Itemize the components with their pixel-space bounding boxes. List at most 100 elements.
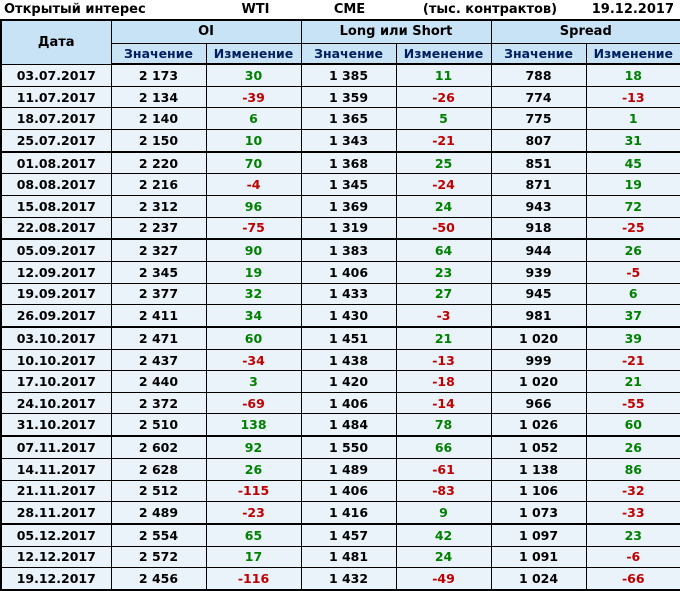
oi-change-cell: -4 — [205, 173, 302, 196]
spread-change-cell: -6 — [585, 545, 680, 569]
table-row: 01.08.2017 2 220 70 1 368 25 851 45 — [0, 150, 680, 175]
spread-change-cell: -32 — [585, 479, 680, 503]
spread-change-cell: -21 — [585, 348, 680, 372]
date-cell: 10.10.2017 — [0, 348, 112, 372]
table-row: 11.07.2017 2 134 -39 1 359 -26 774 -13 — [0, 85, 680, 109]
spread-change-cell: 6 — [585, 282, 680, 306]
oi-change-cell: 32 — [205, 282, 302, 306]
ls-change-cell: 9 — [395, 501, 492, 525]
oi-value-cell: 2 456 — [110, 567, 207, 591]
oi-change-cell: -23 — [205, 501, 302, 525]
title-bar: Открытый интерес WTI CME (тыс. контракто… — [0, 0, 680, 19]
ls-value-cell: 1 319 — [300, 216, 397, 240]
ls-value-cell: 1 385 — [300, 63, 397, 87]
oi-change-cell: -116 — [205, 567, 302, 591]
spread-value-cell: 1 052 — [490, 435, 587, 459]
ls-value-cell: 1 383 — [300, 238, 397, 263]
date-cell: 22.08.2017 — [0, 216, 112, 240]
spread-value-cell: 966 — [490, 391, 587, 415]
spread-change-cell: 21 — [585, 370, 680, 393]
table-row: 14.11.2017 2 628 26 1 489 -61 1 138 86 — [0, 457, 680, 481]
oi-change-cell: 60 — [205, 325, 302, 350]
table-row: 03.10.2017 2 471 60 1 451 21 1 020 39 — [0, 325, 680, 350]
group-header-spread: Spread — [490, 19, 680, 44]
ls-value-cell: 1 406 — [300, 261, 397, 284]
oi-value-cell: 2 510 — [110, 413, 207, 437]
ls-value-cell: 1 489 — [300, 457, 397, 481]
spread-change-cell: -5 — [585, 261, 680, 284]
oi-value-cell: 2 220 — [110, 150, 207, 175]
ls-change-cell: -14 — [395, 391, 492, 415]
spread-value-cell: 1 138 — [490, 457, 587, 481]
date-cell: 28.11.2017 — [0, 501, 112, 525]
oi-value-cell: 2 150 — [110, 128, 207, 153]
spread-value-cell: 1 024 — [490, 567, 587, 591]
oi-value-cell: 2 345 — [110, 261, 207, 284]
oi-change-cell: -75 — [205, 216, 302, 240]
spread-value-cell: 945 — [490, 282, 587, 306]
spread-value-cell: 944 — [490, 238, 587, 263]
date-cell: 18.07.2017 — [0, 107, 112, 130]
spread-change-cell: 26 — [585, 238, 680, 263]
table-row: 25.07.2017 2 150 10 1 343 -21 807 31 — [0, 128, 680, 153]
table-row: 03.07.2017 2 173 30 1 385 11 788 18 — [0, 63, 680, 87]
ls-value-cell: 1 365 — [300, 107, 397, 130]
ls-change-header: Изменение — [395, 42, 492, 65]
spread-change-cell: 72 — [585, 194, 680, 218]
date-cell: 24.10.2017 — [0, 391, 112, 415]
table-row: 21.11.2017 2 512 -115 1 406 -83 1 106 -32 — [0, 479, 680, 503]
table-row: 19.12.2017 2 456 -116 1 432 -49 1 024 -66 — [0, 567, 680, 591]
table-row: 05.12.2017 2 554 65 1 457 42 1 097 23 — [0, 522, 680, 547]
report-date: 19.12.2017 — [591, 2, 674, 17]
date-cell: 07.11.2017 — [0, 435, 112, 459]
oi-value-cell: 2 471 — [110, 325, 207, 350]
spread-change-cell: -13 — [585, 85, 680, 109]
date-cell: 03.07.2017 — [0, 63, 112, 87]
oi-change-cell: 3 — [205, 370, 302, 393]
ls-change-cell: 11 — [395, 63, 492, 87]
spread-value-cell: 1 106 — [490, 479, 587, 503]
ls-value-cell: 1 416 — [300, 501, 397, 525]
spread-value-cell: 851 — [490, 150, 587, 175]
oi-change-cell: 10 — [205, 128, 302, 153]
date-cell: 05.09.2017 — [0, 238, 112, 263]
table-row: 31.10.2017 2 510 138 1 484 78 1 026 60 — [0, 413, 680, 437]
ls-value-cell: 1 406 — [300, 479, 397, 503]
ls-value-cell: 1 406 — [300, 391, 397, 415]
table-row: 05.09.2017 2 327 90 1 383 64 944 26 — [0, 238, 680, 263]
date-cell: 19.09.2017 — [0, 282, 112, 306]
spread-change-cell: 45 — [585, 150, 680, 175]
units-label: (тыс. контрактов) — [422, 2, 558, 17]
oi-value-cell: 2 173 — [110, 63, 207, 87]
spread-value-cell: 1 020 — [490, 325, 587, 350]
oi-value-cell: 2 512 — [110, 479, 207, 503]
spread-value-cell: 871 — [490, 173, 587, 196]
table-row: 07.11.2017 2 602 92 1 550 66 1 052 26 — [0, 435, 680, 459]
ls-value-cell: 1 438 — [300, 348, 397, 372]
ls-change-cell: 5 — [395, 107, 492, 130]
oi-change-cell: -39 — [205, 85, 302, 109]
ls-value-cell: 1 433 — [300, 282, 397, 306]
ls-change-cell: 66 — [395, 435, 492, 459]
table-row: 28.11.2017 2 489 -23 1 416 9 1 073 -33 — [0, 501, 680, 525]
ls-change-cell: -18 — [395, 370, 492, 393]
spread-change-cell: 23 — [585, 522, 680, 547]
spread-change-cell: 31 — [585, 128, 680, 153]
oi-change-cell: 65 — [205, 522, 302, 547]
date-cell: 05.12.2017 — [0, 522, 112, 547]
spread-change-cell: -25 — [585, 216, 680, 240]
spread-value-cell: 1 026 — [490, 413, 587, 437]
spread-value-cell: 943 — [490, 194, 587, 218]
table-row: 10.10.2017 2 437 -34 1 438 -13 999 -21 — [0, 348, 680, 372]
date-cell: 12.09.2017 — [0, 261, 112, 284]
oi-change-cell: 90 — [205, 238, 302, 263]
ls-value-cell: 1 359 — [300, 85, 397, 109]
oi-change-cell: 70 — [205, 150, 302, 175]
oi-change-cell: 26 — [205, 457, 302, 481]
ls-change-cell: -3 — [395, 304, 492, 328]
date-cell: 08.08.2017 — [0, 173, 112, 196]
open-interest-table: Дата OI Long или Short Spread Значение И… — [0, 19, 680, 591]
oi-change-cell: -69 — [205, 391, 302, 415]
spread-change-header: Изменение — [585, 42, 680, 65]
spread-change-cell: 18 — [585, 63, 680, 87]
